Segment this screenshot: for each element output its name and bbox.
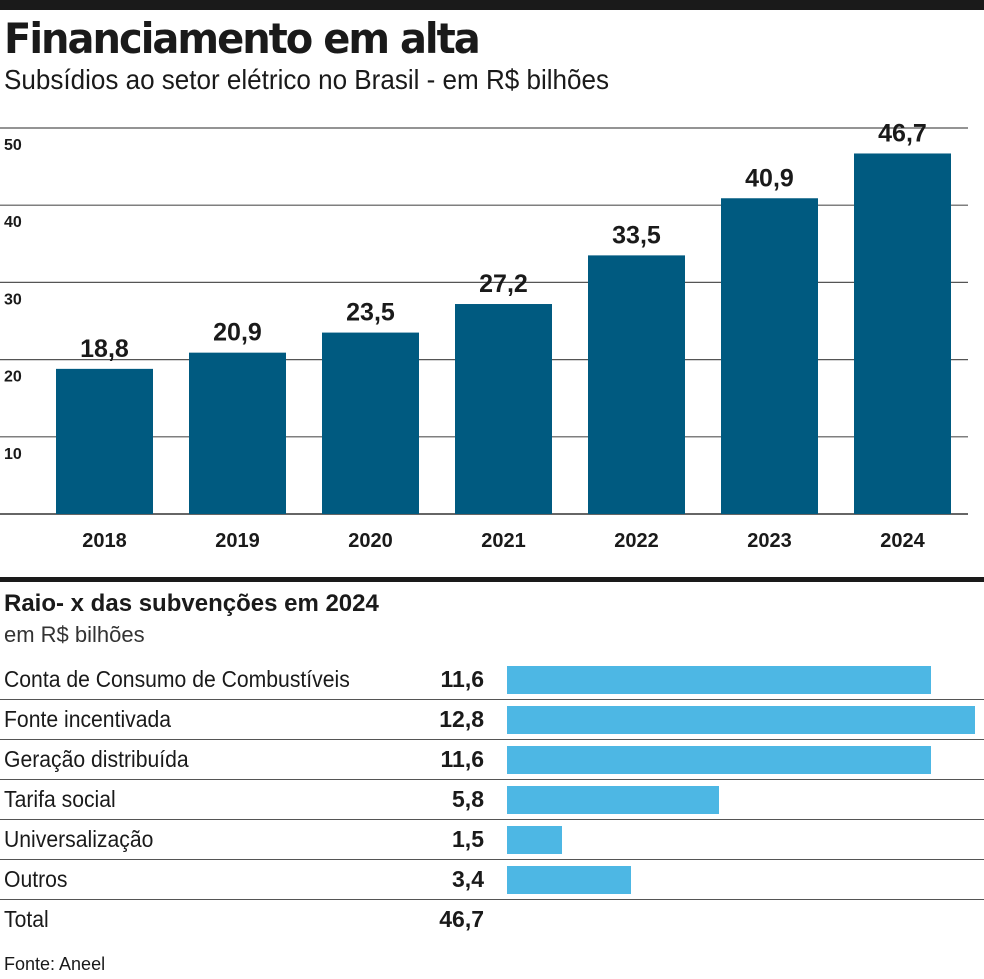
x-tick-label: 2019: [215, 530, 260, 552]
breakdown-row-tarifa-social: Tarifa social 5,8: [0, 780, 984, 820]
breakdown-row-total: Total 46,7: [0, 900, 984, 939]
x-tick-label: 2020: [348, 530, 393, 552]
breakdown-bar: [507, 706, 975, 734]
row-label: Geração distribuída: [4, 746, 189, 772]
row-value: 1,5: [452, 826, 484, 852]
bar-value-label: 33,5: [612, 221, 661, 249]
breakdown-bar: [507, 746, 932, 774]
x-tick-label: 2021: [481, 530, 526, 552]
row-label: Fonte incentivada: [4, 706, 172, 732]
y-tick-label: 40: [4, 214, 22, 231]
y-tick-label: 30: [4, 291, 22, 308]
y-tick-label: 50: [4, 137, 22, 154]
breakdown-row-geracao-distribuida: Geração distribuída 11,6: [0, 740, 984, 780]
x-tick-label: 2024: [880, 530, 925, 552]
y-tick-label: 10: [4, 446, 22, 463]
bar-2022: [588, 255, 685, 514]
breakdown-subtitle: em R$ bilhões: [4, 622, 145, 647]
breakdown-row-fonte-incentivada: Fonte incentivada 12,8: [0, 700, 984, 740]
breakdown-bar: [507, 666, 932, 694]
row-label: Tarifa social: [4, 786, 116, 812]
chart-title: Financiamento em alta: [4, 15, 481, 64]
bar-value-label: 46,7: [878, 119, 927, 147]
y-tick-label: 20: [4, 369, 22, 386]
breakdown-bar: [507, 826, 562, 854]
source-note: Fonte: Aneel: [4, 954, 106, 974]
section-divider: [0, 577, 984, 582]
bar-value-label: 18,8: [80, 335, 129, 363]
bar-2020: [322, 332, 419, 514]
row-label: Conta de Consumo de Combustíveis: [4, 666, 350, 692]
bar-2021: [455, 304, 552, 514]
x-tick-label: 2018: [82, 530, 127, 552]
total-value: 46,7: [439, 906, 484, 932]
bar-2024: [854, 153, 951, 514]
row-value: 11,6: [440, 746, 485, 772]
breakdown-row-outros: Outros 3,4: [0, 860, 984, 900]
top-rule: [0, 0, 984, 10]
bar-value-label: 27,2: [479, 270, 528, 298]
x-tick-label: 2022: [614, 530, 659, 552]
bar-2019: [189, 352, 286, 514]
row-value: 3,4: [452, 866, 484, 892]
row-label: Outros: [4, 866, 68, 892]
bar-2023: [721, 198, 818, 514]
breakdown-title: Raio- x das subvenções em 2024: [4, 590, 379, 617]
breakdown-row-ccc: Conta de Consumo de Combustíveis 11,6: [0, 660, 984, 700]
bar-value-label: 20,9: [213, 319, 262, 347]
annual-subsidies-bar-chart: 10 20 30 40 50 18,8 2018 20,9 2019 23,5 2020 27,2 20…: [0, 119, 968, 552]
bar-value-label: 23,5: [346, 299, 395, 327]
row-value: 11,6: [440, 666, 485, 692]
breakdown-row-universalizacao: Universalização 1,5: [0, 820, 984, 860]
breakdown-bar: [507, 866, 632, 894]
row-label: Universalização: [4, 826, 154, 852]
x-tick-label: 2023: [747, 530, 792, 552]
breakdown-bar: [507, 786, 720, 814]
chart-subtitle: Subsídios ao setor elétrico no Brasil - …: [4, 64, 610, 95]
total-label: Total: [4, 906, 49, 932]
row-value: 12,8: [439, 706, 484, 732]
breakdown-table: Conta de Consumo de Combustíveis 11,6 Fo…: [0, 660, 984, 939]
bar-value-label: 40,9: [745, 164, 794, 192]
bar-2018: [56, 368, 153, 514]
row-value: 5,8: [452, 786, 484, 812]
